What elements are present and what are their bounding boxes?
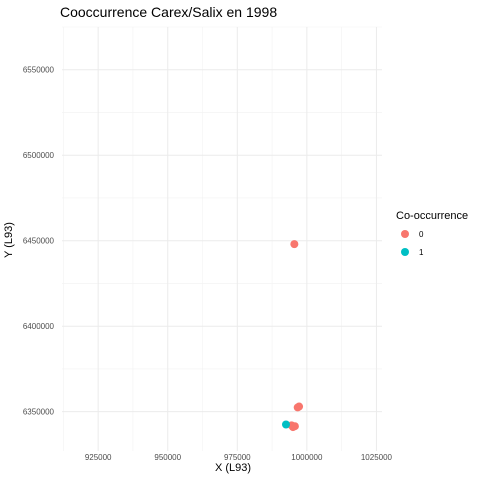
data-point-series-0 [290, 240, 299, 249]
legend-key-0 [401, 230, 409, 238]
x-axis-title: X (L93) [215, 462, 251, 474]
data-point-series-0 [288, 423, 297, 432]
chart-title: Cooccurrence Carex/Salix en 1998 [60, 4, 277, 20]
y-tick-label: 6550000 [23, 66, 55, 75]
y-tick-label: 6500000 [23, 151, 55, 160]
legend: Co-occurrence 01 [396, 210, 468, 257]
legend-items: 01 [401, 230, 424, 257]
data-point-series-1 [282, 420, 290, 429]
x-tick-label: 1025000 [361, 453, 393, 462]
data-point-series-0 [293, 403, 302, 412]
legend-label-1: 1 [419, 248, 424, 257]
grid [62, 26, 382, 451]
y-tick-label: 6350000 [23, 408, 55, 417]
legend-title: Co-occurrence [396, 210, 468, 222]
x-tick-label: 925000 [85, 453, 112, 462]
y-tick-labels: 6350000 6400000 6450000 6500000 6550000 [23, 66, 55, 417]
legend-key-1 [401, 248, 409, 256]
x-tick-labels: 925000 950000 975000 1000000 1025000 [85, 453, 393, 462]
legend-label-0: 0 [419, 230, 424, 239]
y-axis-title: Y (L93) [3, 222, 15, 258]
x-tick-label: 975000 [224, 453, 251, 462]
y-tick-label: 6400000 [23, 322, 55, 331]
x-tick-label: 950000 [154, 453, 181, 462]
data-points [282, 240, 304, 432]
y-tick-label: 6450000 [23, 237, 55, 246]
x-tick-label: 1000000 [291, 453, 323, 462]
